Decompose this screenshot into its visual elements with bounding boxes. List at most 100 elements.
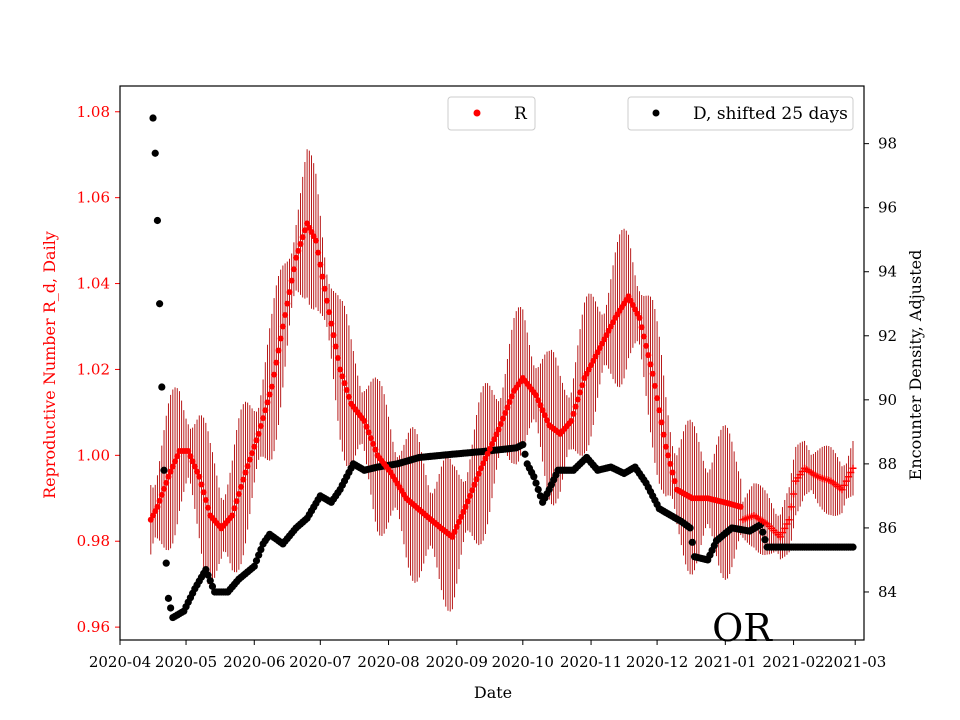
d-point [849, 543, 857, 551]
r-point [541, 412, 548, 419]
d-point [208, 582, 217, 590]
d-point [255, 551, 263, 559]
r-point [200, 489, 207, 496]
r-point [286, 289, 293, 296]
r-point [737, 503, 744, 510]
right-tick-label: 86 [878, 519, 897, 537]
d-point [167, 604, 175, 612]
r-point [570, 410, 577, 417]
r-point [174, 453, 181, 460]
right-y-axis-label: Encounter Density, Adjusted [906, 250, 925, 481]
d-point [761, 536, 769, 544]
r-late-point [845, 473, 853, 481]
r-point [471, 481, 478, 488]
r-point [453, 523, 460, 530]
legend-r-label: R [514, 104, 528, 124]
r-point [167, 468, 174, 475]
r-point [172, 458, 179, 465]
legend-d-marker [652, 109, 660, 117]
r-point [251, 443, 258, 450]
x-tick-label: 2020-06 [223, 653, 285, 671]
r-point [669, 469, 676, 476]
r-point [315, 249, 322, 256]
legend-r-frame [447, 96, 536, 131]
error-bars [150, 149, 854, 612]
d-point [149, 114, 157, 122]
d-point [156, 300, 164, 308]
r-point [464, 498, 471, 505]
r-point [273, 359, 280, 366]
r-point [332, 343, 339, 350]
x-tick-label: 2020-08 [357, 653, 419, 671]
r-point [189, 458, 196, 465]
r-point [288, 277, 295, 284]
r-point [205, 504, 212, 511]
right-tick-label: 98 [878, 135, 897, 153]
x-tick-label: 2020-12 [626, 653, 688, 671]
r-late-point [840, 481, 848, 489]
r-point [506, 398, 513, 405]
r-point [671, 478, 678, 485]
r-point [365, 429, 372, 436]
r-point [262, 407, 269, 414]
r-point [535, 397, 542, 404]
d-point [160, 466, 168, 474]
d-point [162, 559, 170, 567]
r-point [249, 450, 256, 457]
r-point [321, 285, 328, 292]
right-tick-label: 96 [878, 199, 897, 217]
r-point [255, 430, 262, 437]
r-point [323, 297, 330, 304]
r-point [235, 490, 242, 497]
r-point [662, 443, 669, 450]
r-point [572, 403, 579, 410]
r-point [312, 237, 319, 244]
r-point [328, 320, 335, 327]
r-point [299, 234, 306, 241]
r-point [539, 407, 546, 414]
r-point [196, 473, 203, 480]
left-y-axis-label: Reproductive Number R_d, Daily [40, 231, 59, 499]
r-point [339, 373, 346, 380]
r-point [665, 452, 672, 459]
r-point [165, 473, 172, 480]
r-point [493, 431, 500, 438]
d-point [202, 565, 210, 574]
legend-r: R [447, 96, 536, 131]
r-point [504, 404, 511, 411]
r-late-point [785, 516, 793, 524]
r-point [268, 383, 275, 390]
right-tick-label: 90 [878, 391, 897, 409]
r-point [161, 485, 168, 492]
r-point [638, 324, 645, 331]
right-tick-label: 92 [878, 327, 897, 345]
r-point [370, 440, 377, 447]
r-point [244, 463, 251, 470]
r-point [482, 455, 489, 462]
r-point [238, 483, 245, 490]
x-tick-label: 2020-11 [560, 653, 622, 671]
d-point [519, 441, 527, 449]
r-point [154, 503, 161, 510]
r-point [301, 227, 308, 234]
r-point [654, 395, 661, 402]
r-point [293, 254, 300, 261]
r-point [163, 479, 170, 486]
legend-d: D, shifted 25 days [627, 96, 854, 131]
r-point [198, 481, 205, 488]
r-late-point [790, 490, 798, 498]
left-tick-label: 1.04 [77, 275, 110, 293]
r-point [649, 370, 656, 377]
left-tick-label: 1.06 [77, 189, 110, 207]
r-point [279, 323, 286, 330]
r-point [489, 441, 495, 448]
r-point [491, 436, 498, 443]
r-point [643, 342, 650, 349]
r-point [330, 332, 337, 339]
r-point [568, 417, 575, 424]
r-point [290, 266, 297, 273]
r-point [484, 450, 491, 457]
x-tick-label: 2020-05 [155, 653, 217, 671]
r-point [341, 380, 348, 387]
